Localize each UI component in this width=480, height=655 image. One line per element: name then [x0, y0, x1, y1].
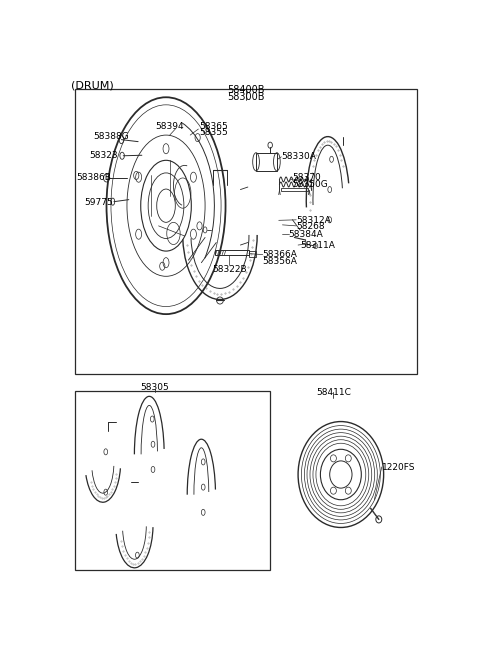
Text: 58386B: 58386B	[77, 174, 112, 183]
Bar	[281, 187, 309, 191]
Text: 58355: 58355	[200, 128, 228, 137]
Text: 58366A: 58366A	[263, 250, 298, 259]
Text: 58411C: 58411C	[316, 388, 351, 397]
Text: 58305: 58305	[141, 383, 169, 392]
Text: (DRUM): (DRUM)	[71, 81, 114, 90]
Text: 58350G: 58350G	[292, 180, 328, 189]
Text: 1220FS: 1220FS	[382, 464, 415, 472]
Text: 58400B: 58400B	[227, 85, 265, 95]
Bar	[216, 250, 249, 255]
Text: 58312A: 58312A	[296, 215, 331, 225]
Text: 58268: 58268	[296, 223, 325, 231]
Text: 58384A: 58384A	[289, 230, 324, 239]
Text: 58388G: 58388G	[94, 132, 129, 141]
Text: 58300B: 58300B	[227, 92, 265, 102]
Bar	[75, 88, 417, 373]
Text: 58394: 58394	[155, 122, 183, 130]
Text: 58370: 58370	[292, 174, 321, 183]
Text: 58356A: 58356A	[263, 257, 298, 266]
Text: 58311A: 58311A	[300, 240, 335, 250]
Bar	[249, 251, 256, 257]
Text: 59775: 59775	[84, 198, 113, 207]
Text: 58330A: 58330A	[281, 152, 316, 161]
Bar	[75, 391, 270, 571]
Bar	[256, 153, 277, 171]
Text: 58322B: 58322B	[212, 265, 247, 274]
Text: 58365: 58365	[200, 122, 228, 130]
Text: 58323: 58323	[90, 151, 119, 160]
